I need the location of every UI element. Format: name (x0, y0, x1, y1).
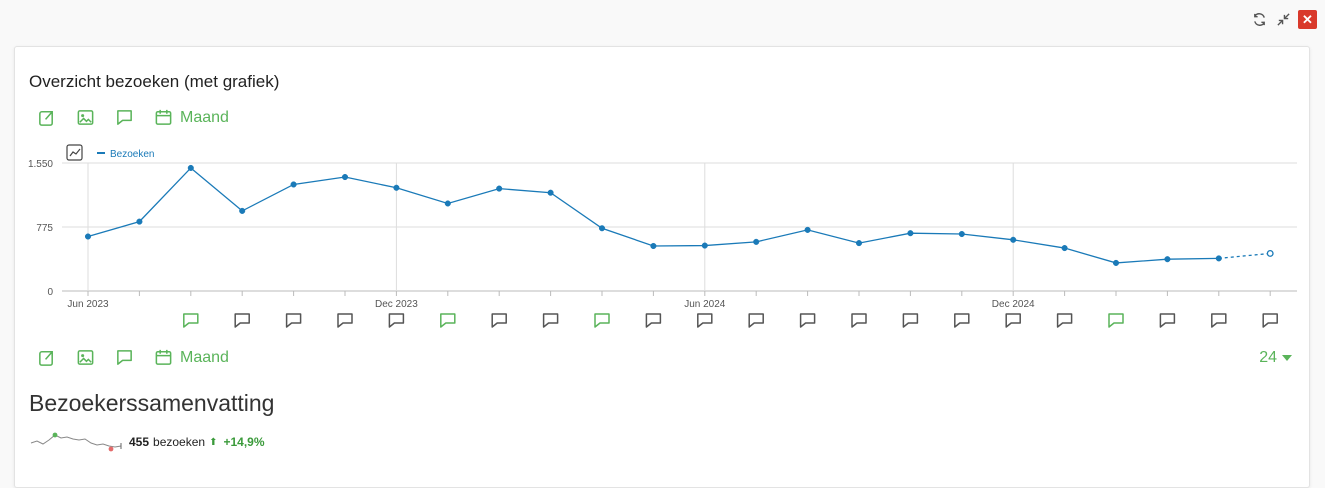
data-point (496, 185, 503, 192)
annotation-comment-icon (1108, 313, 1124, 328)
data-point (958, 230, 965, 238)
data-point (907, 230, 914, 237)
annotation-comment-icon (851, 313, 867, 328)
annotation-comment-icon (183, 313, 199, 328)
visit-count-label: bezoeken (153, 435, 206, 449)
visits-chart: Bezoeken 1.550 775 0 Jun 2023 Dec 2023 Jun 202… (28, 144, 1297, 328)
annotation-comment-icon (748, 313, 764, 328)
data-point (650, 242, 657, 250)
data-point (239, 207, 246, 214)
x-tick-label: Dec 2024 (992, 299, 1035, 310)
section-title: Bezoekerssamenvatting (29, 390, 275, 416)
data-point (187, 164, 194, 172)
calendar-icon (155, 349, 172, 365)
visit-change: +14,9% (223, 435, 265, 449)
series-line-projected (1218, 252, 1271, 260)
arrow-up-icon: ⬆ (209, 436, 218, 448)
export-icon[interactable] (37, 348, 56, 367)
data-point (290, 181, 297, 188)
annotation-comment-icon (594, 313, 610, 328)
data-point (1266, 249, 1274, 257)
sparkline (30, 432, 122, 452)
annotation-comment-icon (542, 313, 559, 328)
visits-widget: Overzicht bezoeken (met grafiek) Maand B… (14, 46, 1310, 488)
annotation-comment-icon (954, 313, 970, 328)
period-selector[interactable]: Maand (154, 348, 229, 367)
annotation-comment-icon (491, 313, 507, 328)
chart-type-icon-line (69, 148, 81, 157)
x-tick-label: Dec 2023 (375, 299, 418, 310)
annotation-comment-icon (799, 313, 816, 328)
export-icon[interactable] (37, 108, 56, 127)
data-point (804, 226, 811, 233)
period-selector[interactable]: Maand (154, 108, 229, 127)
data-point (136, 218, 143, 225)
data-point (84, 233, 92, 240)
refresh-icon[interactable] (1250, 11, 1268, 29)
window-controls: ✕ (1250, 10, 1317, 29)
visitor-summary: 455 bezoeken ⬆ +14,9% (29, 431, 265, 453)
annotation-comment-icon (388, 313, 405, 328)
x-tick-label: Jun 2023 (67, 299, 109, 310)
period-label: Maand (180, 108, 229, 126)
caret-down-icon (1282, 355, 1292, 361)
data-point (1164, 256, 1171, 263)
annotation-comment-icon (1056, 313, 1073, 328)
data-point (753, 238, 760, 245)
annotation-comment-icon (645, 313, 662, 328)
bottom-toolbar: Maand (37, 348, 229, 367)
period-count-dropdown[interactable]: 24 (1259, 349, 1292, 367)
annotation-comment-icon (1211, 313, 1227, 328)
period-count-value: 24 (1259, 349, 1277, 366)
image-icon[interactable] (76, 348, 95, 367)
calendar-icon (155, 109, 172, 125)
top-toolbar: Maand (37, 108, 229, 127)
data-point (855, 240, 863, 247)
annotation-comment-icon (440, 313, 456, 328)
data-point (1010, 236, 1017, 243)
comment-icon[interactable] (115, 108, 134, 127)
data-point (598, 225, 606, 232)
image-icon[interactable] (76, 108, 95, 127)
annotation-comment-icon (285, 313, 302, 328)
x-tick-label: Jun 2024 (684, 299, 726, 310)
annotation-comment-icon (234, 313, 250, 328)
visit-count: 455 (129, 435, 150, 449)
annotation-comment-icon (1262, 313, 1278, 328)
annotation-comment-icon (697, 313, 713, 328)
chart-type-icon (66, 144, 83, 161)
data-point (1112, 259, 1120, 266)
legend-label: Bezoeken (110, 149, 154, 160)
data-point (341, 173, 349, 181)
data-point (547, 189, 554, 196)
collapse-icon[interactable] (1274, 11, 1292, 29)
annotation-comment-icon (1159, 313, 1176, 328)
close-icon[interactable]: ✕ (1298, 10, 1317, 29)
data-point (701, 242, 708, 249)
annotation-comment-icon (902, 313, 919, 328)
widget-title: Overzicht bezoeken (met grafiek) (29, 72, 280, 91)
annotation-comment-icon (1005, 313, 1021, 328)
period-label: Maand (180, 348, 229, 366)
y-tick-label: 1.550 (28, 159, 53, 170)
data-point (1215, 255, 1222, 262)
data-point (444, 200, 451, 207)
annotation-comment-icon (337, 313, 353, 328)
comment-icon[interactable] (115, 348, 134, 367)
y-tick-label: 0 (47, 287, 53, 298)
data-point (393, 184, 400, 191)
y-tick-label: 775 (36, 223, 53, 234)
data-point (1061, 245, 1068, 252)
